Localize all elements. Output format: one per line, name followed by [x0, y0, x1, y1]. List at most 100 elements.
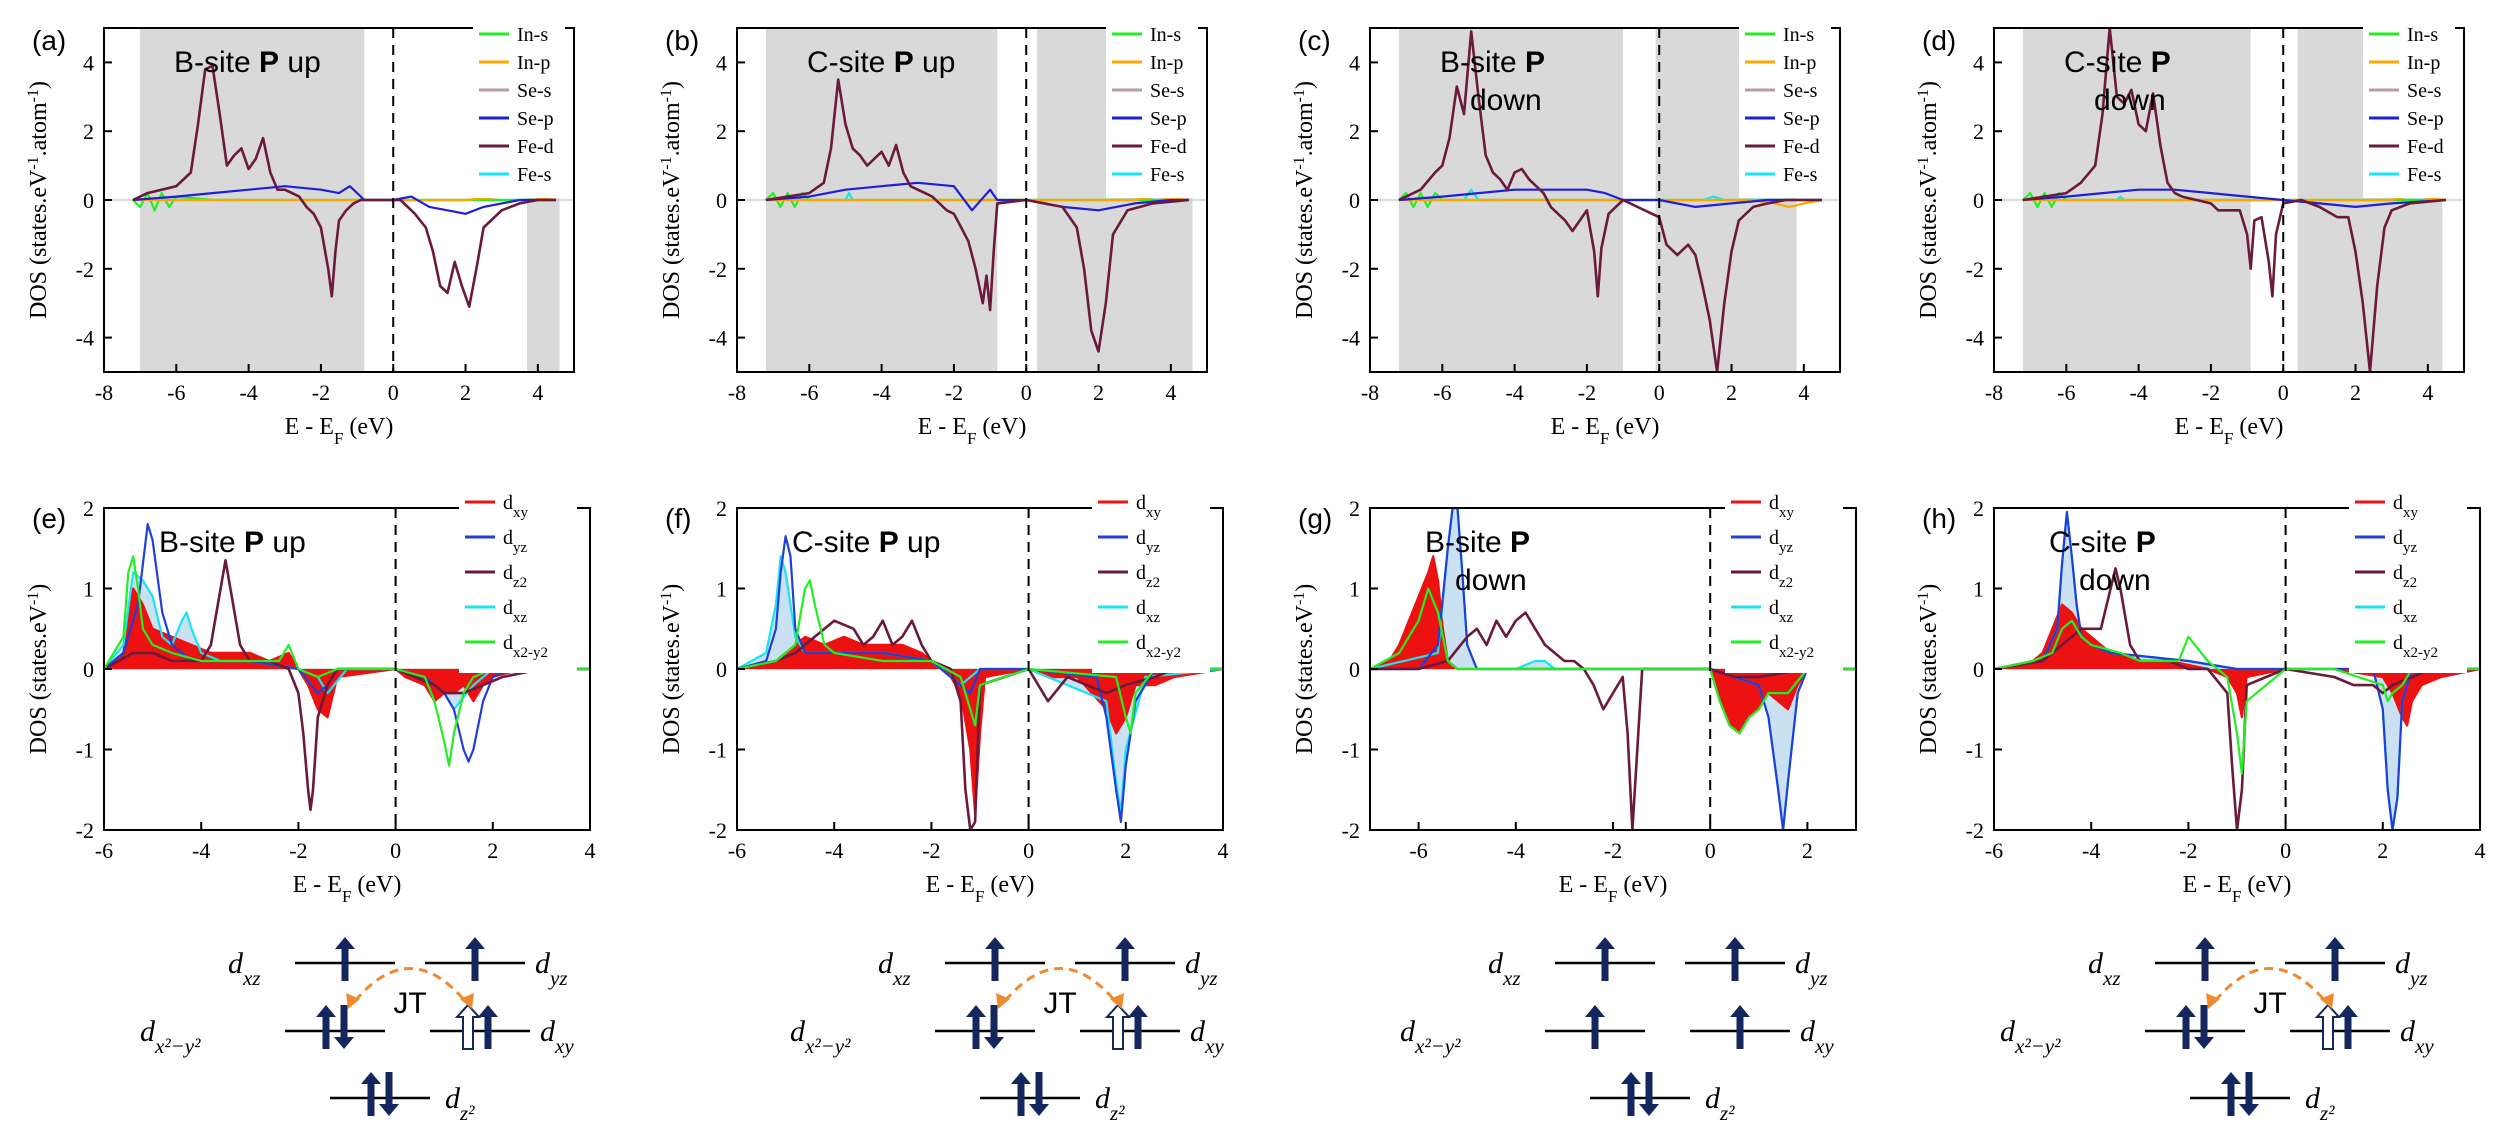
panel-title-tail: down [2079, 564, 2151, 597]
legend-label: Fe-s [1150, 164, 1185, 186]
xlabel-unit: (eV) [976, 414, 1026, 440]
legend-label: dz2 [1136, 562, 1160, 591]
legend-label: dxy [1769, 492, 1795, 521]
orbital-sub: x²−y² [2014, 1034, 2061, 1058]
y-tick-label: 1 [1973, 577, 1984, 602]
spin-up-arrow [335, 937, 355, 981]
spin-down-arrow [2194, 1005, 2214, 1049]
legend-label: dyz [1769, 527, 1794, 556]
y-tick-label: 2 [1973, 119, 1984, 144]
chart-panel-h: -6 -4 -2 0 2 4 -2 -1 0 1 2 E - EF (eV) DOS (states.e… [1915, 492, 2486, 906]
x-tick-label: -2 [289, 838, 307, 863]
x-tick-label: -2 [2179, 838, 2197, 863]
y-tick-label: 1 [716, 577, 727, 602]
y-tick-label: -1 [709, 738, 727, 763]
y-tick-label: 2 [716, 496, 727, 521]
ylabel-sup2: -1 [658, 89, 675, 102]
orbital-d: d [445, 1082, 461, 1115]
xlabel-unit: (eV) [343, 414, 393, 440]
chart-panel-e: -6 -4 -2 0 2 4 -2 -1 0 1 2 E - EF (eV) DOS (states.e… [25, 492, 596, 906]
x-tick-label: -6 [728, 838, 746, 863]
xlabel-sub: F [967, 429, 976, 448]
legend-label-d: d [2393, 527, 2403, 549]
series-line-sep [1398, 188, 1822, 208]
ylabel-main: DOS (states.eV [659, 169, 685, 319]
series-line-dx2y2 [737, 579, 1223, 735]
y-axis-label: DOS (states.eV-1.atom-1) [1915, 81, 1943, 319]
ylabel-close: ) [659, 584, 685, 592]
xlabel-unit: (eV) [351, 872, 401, 898]
label-dxy: dxy [540, 1015, 574, 1058]
legend-label: dxy [1136, 492, 1162, 521]
legend-label-d: d [1769, 562, 1779, 584]
legend-label-sub: z2 [513, 575, 527, 591]
spin-down-arrow [2239, 1072, 2259, 1116]
x-tick-label: 2 [1120, 838, 1131, 863]
xlabel-main: E - E [285, 414, 334, 440]
orbital-sub: z² [1109, 1101, 1125, 1125]
x-tick-label: -6 [1433, 380, 1451, 405]
spin-down-arrow [1029, 1072, 1049, 1116]
y-tick-label: -1 [76, 738, 94, 763]
orbital-d: d [1400, 1015, 1416, 1048]
orbital-sub: yz [1198, 966, 1218, 990]
legend-label-d: d [1136, 492, 1146, 514]
legend-label: dz2 [2393, 562, 2417, 591]
orbital-d: d [140, 1015, 156, 1048]
ylabel-close: ) [1292, 81, 1318, 89]
y-axis-label: DOS (states.eV-1) [658, 584, 686, 755]
x-tick-label: 2 [1093, 380, 1104, 405]
legend-label: Se-p [517, 108, 554, 130]
label-dz2: dz² [445, 1082, 475, 1125]
chart-panel-c: -8 -6 -4 -2 0 2 4 -4 -2 0 2 4 E - EF (eV) DOS (states… [1291, 24, 1841, 448]
legend-label: Se-p [1150, 108, 1187, 130]
y-tick-label: 0 [1973, 657, 1984, 682]
legend-box [1739, 24, 1831, 198]
ylabel-close: ) [659, 81, 685, 89]
jt-transition-arrow [1003, 967, 1117, 1002]
xlabel-main: E - E [926, 872, 975, 898]
xlabel-sub: F [1600, 429, 1609, 448]
legend-label: In-p [1783, 52, 1816, 74]
label-dz2: dz² [1705, 1082, 1735, 1125]
orbital-d: d [878, 947, 894, 980]
panel-title-prefix: B-site [1440, 46, 1525, 79]
y-tick-label: 0 [1349, 188, 1360, 213]
x-tick-label: -4 [2082, 838, 2100, 863]
orbital-sub: xz [1502, 966, 1521, 990]
y-axis-label: DOS (states.eV-1) [1291, 584, 1319, 755]
orbital-d: d [1705, 1082, 1721, 1115]
panel-title-prefix: C-site [2064, 46, 2151, 79]
ylabel-sup: -1 [658, 592, 675, 605]
x-tick-label: 4 [1165, 380, 1176, 405]
legend-label: dyz [1136, 527, 1161, 556]
series-line-dyz [1994, 510, 2480, 830]
spin-up-hollow-arrow [454, 1003, 482, 1050]
xlabel-sub: F [1608, 887, 1617, 906]
legend-label-sub: xy [1146, 505, 1162, 521]
legend-label: Fe-d [1783, 136, 1820, 158]
legend-box [473, 24, 565, 198]
panel-title-tail: down [1470, 84, 1542, 117]
y-tick-label: 0 [1973, 188, 1984, 213]
series-line-dx2y2 [1994, 619, 2480, 775]
xlabel-sub: F [342, 887, 351, 906]
ylabel-main: DOS (states.eV [1292, 604, 1318, 754]
y-axis-label: DOS (states.eV-1.atom-1) [658, 81, 686, 319]
spin-up-hollow-arrow [1104, 1003, 1132, 1050]
legend-label: dyz [2393, 527, 2418, 556]
series-line-fed [2022, 28, 2447, 372]
ylabel-close: ) [26, 81, 52, 89]
xlabel-main: E - E [2183, 872, 2232, 898]
level-dx2y2 [285, 1005, 385, 1049]
level-dz2 [2190, 1072, 2290, 1116]
orbital-sub: xy [2414, 1034, 2434, 1058]
orbital-d: d [535, 947, 551, 980]
ylabel-sup: -1 [1915, 592, 1932, 605]
x-tick-label: -4 [825, 838, 843, 863]
x-tick-label: -8 [1361, 380, 1379, 405]
y-tick-label: 2 [83, 496, 94, 521]
x-tick-label: -2 [1604, 838, 1622, 863]
legend-label: In-p [2407, 52, 2440, 74]
